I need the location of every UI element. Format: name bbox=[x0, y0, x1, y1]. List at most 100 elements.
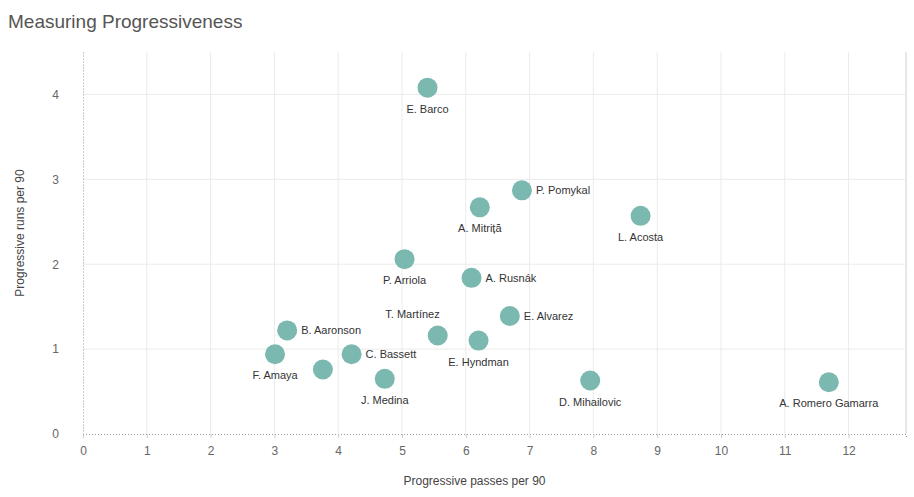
x-tick-label: 11 bbox=[779, 444, 792, 458]
y-tick-label: 0 bbox=[52, 427, 59, 441]
point-label: A. Mitriță bbox=[458, 222, 502, 234]
y-axis-line bbox=[83, 53, 84, 435]
point bbox=[469, 331, 489, 351]
point-label: D. Mihailovic bbox=[559, 396, 622, 408]
plot-frame bbox=[906, 52, 907, 434]
y-tick: 1 bbox=[52, 342, 83, 356]
grid-line-x bbox=[146, 52, 147, 434]
x-tick-mark bbox=[274, 434, 275, 438]
x-tick-label: 9 bbox=[654, 444, 661, 458]
point-label: A. Rusnák bbox=[486, 272, 537, 284]
point bbox=[819, 372, 839, 392]
y-tick-label: 2 bbox=[52, 258, 59, 272]
y-tick: 2 bbox=[52, 258, 83, 272]
x-tick: 0 bbox=[80, 434, 87, 458]
x-tick: 5 bbox=[399, 434, 406, 458]
point bbox=[500, 306, 520, 326]
x-tick-label: 5 bbox=[399, 444, 406, 458]
grid-line-x bbox=[465, 52, 466, 434]
x-tick-mark bbox=[849, 434, 850, 438]
point-label: A. Romero Gamarra bbox=[779, 397, 879, 409]
x-tick-mark bbox=[657, 434, 658, 438]
grid bbox=[83, 52, 906, 434]
point-label: P. Pomykal bbox=[536, 184, 590, 196]
point bbox=[462, 268, 482, 288]
y-axis-title: Progressive runs per 90 bbox=[13, 169, 27, 297]
x-tick-mark bbox=[83, 434, 84, 438]
x-tick-mark bbox=[593, 434, 594, 438]
points bbox=[265, 78, 839, 393]
point-label: J. Medina bbox=[361, 394, 410, 406]
x-tick-label: 4 bbox=[335, 444, 342, 458]
point bbox=[342, 344, 362, 364]
x-tick-mark bbox=[402, 434, 403, 438]
plot: 012345678910111201234E. BarcoP. PomykalA… bbox=[52, 52, 906, 458]
x-tick: 2 bbox=[208, 434, 215, 458]
x-tick: 6 bbox=[463, 434, 470, 458]
x-tick-label: 12 bbox=[842, 444, 856, 458]
grid-line-x bbox=[657, 52, 658, 434]
y-tick: 4 bbox=[52, 88, 83, 102]
point-label: T. Martínez bbox=[385, 308, 439, 320]
x-tick: 10 bbox=[715, 434, 729, 458]
x-tick-label: 1 bbox=[144, 444, 151, 458]
x-tick: 4 bbox=[335, 434, 342, 458]
point bbox=[313, 359, 333, 379]
point bbox=[631, 206, 651, 226]
x-tick-label: 7 bbox=[527, 444, 534, 458]
point-labels: E. Barco P. Pomykal A. Mitriță L. Acosta P. … bbox=[252, 103, 879, 410]
point bbox=[512, 180, 532, 200]
point bbox=[580, 371, 600, 391]
x-tick-mark bbox=[211, 434, 212, 438]
point-label: F. Amaya bbox=[252, 369, 298, 381]
point bbox=[395, 249, 415, 269]
point-label: C. Bassett bbox=[366, 348, 417, 360]
x-axis-line bbox=[84, 435, 907, 439]
x-axis-title: Progressive passes per 90 bbox=[403, 474, 545, 488]
point-label: E. Alvarez bbox=[524, 310, 574, 322]
x-tick-label: 3 bbox=[272, 444, 279, 458]
x-tick-mark bbox=[338, 434, 339, 438]
point bbox=[277, 320, 297, 340]
point-label: P. Arriola bbox=[383, 274, 427, 286]
grid-line-y bbox=[83, 94, 906, 95]
grid-line-x bbox=[848, 52, 849, 434]
x-tick-mark bbox=[466, 434, 467, 438]
x-tick-label: 2 bbox=[208, 444, 215, 458]
grid-line-x bbox=[338, 52, 339, 434]
point bbox=[265, 344, 285, 364]
x-tick-mark bbox=[785, 434, 786, 438]
grid-line-x bbox=[784, 52, 785, 434]
x-tick: 8 bbox=[591, 434, 598, 458]
point-label: L. Acosta bbox=[618, 231, 664, 243]
point bbox=[470, 197, 490, 217]
grid-line-x bbox=[720, 52, 721, 434]
x-tick: 12 bbox=[842, 434, 856, 458]
x-tick: 11 bbox=[779, 434, 792, 458]
y-tick-label: 4 bbox=[52, 88, 59, 102]
x-tick: 9 bbox=[654, 434, 661, 458]
x-tick-mark bbox=[147, 434, 148, 438]
x-tick-label: 0 bbox=[80, 444, 87, 458]
x-tick: 1 bbox=[144, 434, 151, 458]
y-tick: 0 bbox=[52, 427, 83, 441]
point-label: E. Hyndman bbox=[448, 356, 509, 368]
grid-line-y bbox=[83, 349, 906, 350]
title: Measuring Progressiveness bbox=[8, 11, 242, 32]
point-label: B. Aaronson bbox=[301, 324, 361, 336]
point bbox=[428, 326, 448, 346]
y-axis: 0 1 2 3 4 bbox=[52, 53, 83, 442]
y-tick-label: 1 bbox=[52, 342, 59, 356]
chart: Measuring Progressiveness012345678910111… bbox=[0, 0, 914, 497]
x-tick: 7 bbox=[527, 434, 534, 458]
x-tick-label: 10 bbox=[715, 444, 729, 458]
point bbox=[375, 369, 395, 389]
x-tick-mark bbox=[530, 434, 531, 438]
x-tick-mark bbox=[721, 434, 722, 438]
y-tick-label: 3 bbox=[52, 173, 59, 187]
grid-line-x bbox=[529, 52, 530, 434]
grid-line-y bbox=[83, 264, 906, 265]
grid-line-x bbox=[401, 52, 402, 434]
x-axis: 0123456789101112 bbox=[80, 434, 906, 458]
point-label: E. Barco bbox=[406, 103, 448, 115]
